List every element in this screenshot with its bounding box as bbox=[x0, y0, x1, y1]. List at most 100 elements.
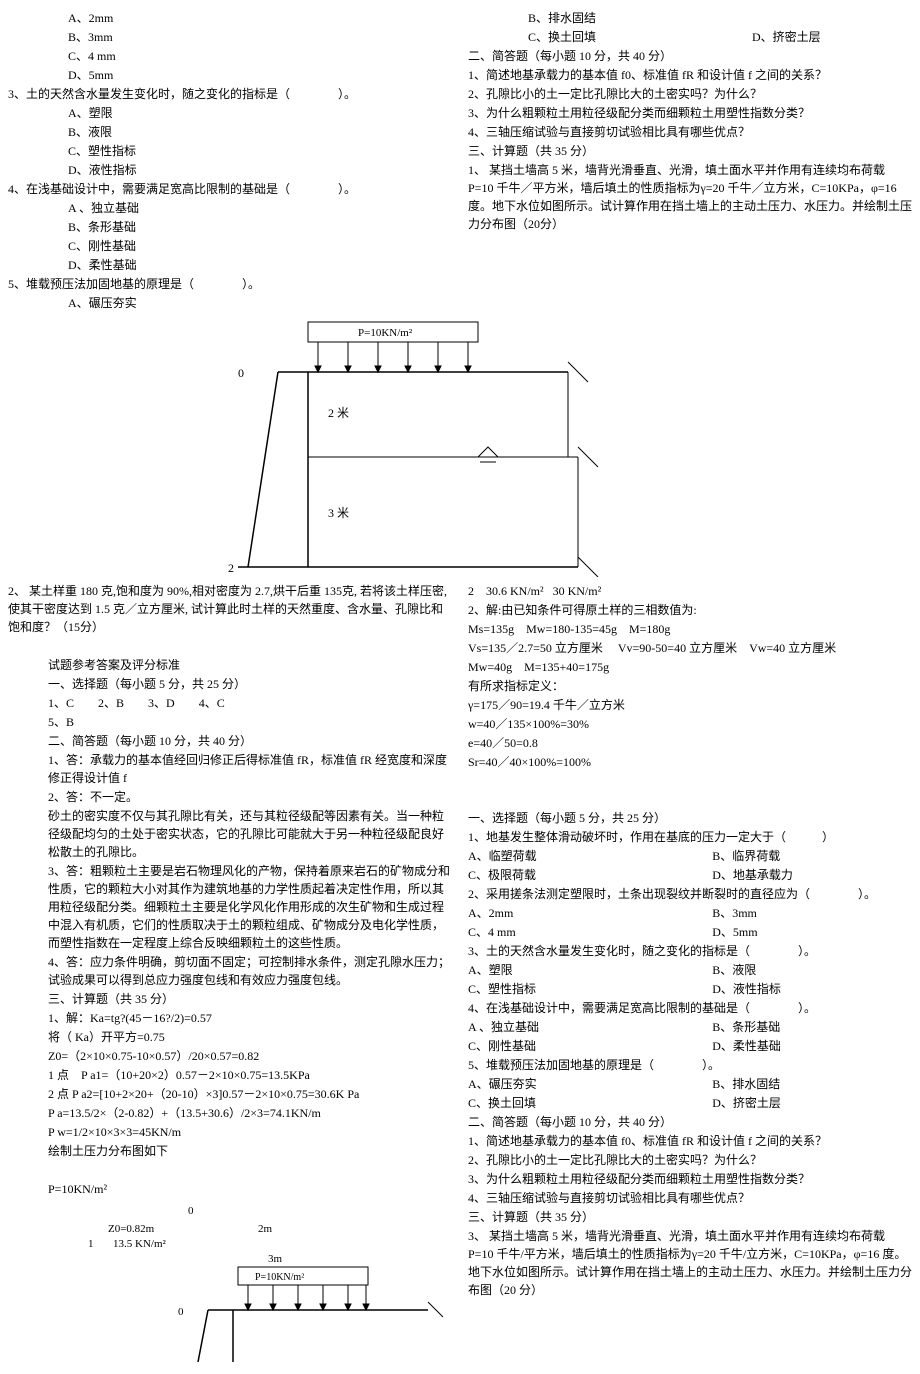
br-o3c: C、塑性指标 bbox=[468, 982, 536, 996]
br-o5-row2: C、换土回填D、挤密土层 bbox=[468, 1094, 912, 1112]
short-q3: 3、为什么粗颗粒土用粒径级配分类而细颗粒土用塑性指数分类？ bbox=[468, 104, 912, 122]
br-o3b: B、液限 bbox=[712, 961, 912, 979]
r-line-2: 2、解:由已知条件可得原土样的三相数值为: bbox=[468, 601, 912, 619]
opt-3b: B、液限 bbox=[8, 123, 452, 141]
br-q3: 3、土的天然含水量发生变化时，随之变化的指标是（ ）。 bbox=[468, 942, 912, 960]
calc-line-4: 1 点 P a1=（10+20×2）0.57－2×10×0.75=13.5KPa bbox=[8, 1066, 452, 1084]
calc-line-2: 将（ Ka）开平方=0.75 bbox=[8, 1028, 452, 1046]
pressure-distribution-diagram: 0 Z0=0.82m 2m 1 13.5 KN/m² 3m P=10KN/m² … bbox=[8, 1202, 448, 1362]
two-m-label: 2m bbox=[258, 1223, 273, 1235]
column-right-mid: 2 30.6 KN/m² 30 KN/m² 2、解:由已知条件可得原土样的三相数… bbox=[468, 581, 912, 1366]
calc-line-7: P w=1/2×10×3×3=45KN/m bbox=[8, 1123, 452, 1141]
column-left-mid: 2、 某土样重 180 克,饱和度为 90%,相对密度为 2.7,烘干后重 13… bbox=[8, 581, 452, 1366]
calc-line-5: 2 点 P a2=[10+2×20+（20-10）×3]0.57－2×10×0.… bbox=[8, 1085, 452, 1103]
ans-4c: 4、C bbox=[199, 694, 225, 712]
ans-a3: 3、答：粗颗粒土主要是岩石物理风化的产物，保持着原来岩石的矿物成分和性质，它的颗… bbox=[8, 862, 452, 952]
br-o2a: A、2mm bbox=[468, 906, 513, 920]
section-3-heading: 三、计算题（共 35 分） bbox=[468, 142, 912, 160]
br-o2d: D、5mm bbox=[712, 923, 912, 941]
br-sec3: 三、计算题（共 35 分） bbox=[468, 1208, 912, 1226]
calc-line-1: 1、解：Ka=tg?(45－16?/2)=0.57 bbox=[8, 1009, 452, 1027]
ans-3d: 3、D bbox=[148, 694, 175, 712]
load-label: P=10KN/m² bbox=[358, 327, 413, 339]
short-q2: 2、孔隙比小的土一定比孔隙比大的土密实吗？为什么？ bbox=[468, 85, 912, 103]
question-3: 3、土的天然含水量发生变化时，随之变化的指标是（ ）。 bbox=[8, 85, 452, 103]
opt-d-5mm: D、5mm bbox=[8, 66, 452, 84]
br-o2c: C、4 mm bbox=[468, 925, 516, 939]
ans-sec1: 一、选择题（每小题 5 分，共 25 分） bbox=[8, 675, 452, 693]
br-q1: 1、地基发生整体滑动破坏时，作用在基底的压力一定大于（ ） bbox=[468, 828, 912, 846]
r-line-9: e=40／50=0.8 bbox=[468, 734, 912, 752]
br-o5-row: A、碾压夯实 B、排水固结 bbox=[468, 1075, 912, 1093]
opt-b-3mm: B、3mm bbox=[8, 28, 452, 46]
br-s1: 1、简述地基承载力的基本值 f0、标准值 fR 和设计值 f 之间的关系？ bbox=[468, 1132, 912, 1150]
opt-a-2mm: A、2mm bbox=[8, 9, 452, 27]
question-4: 4、在浅基础设计中，需要满足宽高比限制的基础是（ ）。 bbox=[8, 180, 452, 198]
opt-4c: C、刚性基础 bbox=[8, 237, 452, 255]
r-line-7: γ=175／90=19.4 千牛／立方米 bbox=[468, 696, 912, 714]
calc-q2: 2、 某土样重 180 克,饱和度为 90%,相对密度为 2.7,烘干后重 13… bbox=[8, 582, 452, 636]
br-o3-row2: C、塑性指标 D、液性指标 bbox=[468, 980, 912, 998]
section-2-heading: 二、简答题（每小题 10 分，共 40 分） bbox=[468, 47, 912, 65]
calc-line-8: 绘制土压力分布图如下 bbox=[8, 1142, 452, 1160]
br-o5a: A、碾压夯实 bbox=[468, 1077, 537, 1091]
short-q4: 4、三轴压缩试验与直接剪切试验相比具有哪些优点？ bbox=[468, 123, 912, 141]
opt-5cd: C、换土回填 D、挤密土层 bbox=[468, 28, 912, 46]
br-o4-row2: C、刚性基础 D、柔性基础 bbox=[468, 1037, 912, 1055]
opt-3d: D、液性指标 bbox=[8, 161, 452, 179]
br-q5: 5、堆载预压法加固地基的原理是（ ）。 bbox=[468, 1056, 912, 1074]
br-o5c: C、换土回填 bbox=[468, 1096, 536, 1110]
zero-label: 0 bbox=[238, 366, 244, 380]
opt-4d: D、柔性基础 bbox=[8, 256, 452, 274]
br-o3-row: A、塑限B、液限 bbox=[468, 961, 912, 979]
br-o1a: A、临塑荷载 bbox=[468, 849, 537, 863]
br-o5b: B、排水固结 bbox=[712, 1075, 912, 1093]
br-sec2: 二、简答题（每小题 10 分，共 40 分） bbox=[468, 1113, 912, 1131]
ans-a1: 1、答：承载力的基本值经回归修正后得标准值 fR，标准值 fR 经宽度和深度修正… bbox=[8, 751, 452, 787]
br-o4c: C、刚性基础 bbox=[468, 1039, 536, 1053]
three-m-label: 3m bbox=[268, 1253, 283, 1265]
r-line-8: w=40／135×100%=30% bbox=[468, 715, 912, 733]
opt-c-4mm: C、4 mm bbox=[8, 47, 452, 65]
one-label: 1 bbox=[88, 1238, 94, 1250]
r-line-1: 2 30.6 KN/m² 30 KN/m² bbox=[468, 582, 912, 600]
retaining-wall-diagram: P=10KN/m² 0 2 米 3 米 2 bbox=[108, 317, 808, 577]
br-o2b: B、3mm bbox=[712, 904, 912, 922]
r-line-6: 有所求指标定义： bbox=[468, 677, 912, 695]
opt-4b: B、条形基础 bbox=[8, 218, 452, 236]
br-o2-row2: C、4 mm D、5mm bbox=[468, 923, 912, 941]
two-label: 2 bbox=[228, 561, 234, 575]
br-o4b: B、条形基础 bbox=[712, 1018, 912, 1036]
question-5: 5、堆载预压法加固地基的原理是（ ）。 bbox=[8, 275, 452, 293]
br-s4: 4、三轴压缩试验与直接剪切试验相比具有哪些优点？ bbox=[468, 1189, 912, 1207]
opt-5b: B、排水固结 bbox=[468, 9, 912, 27]
depth-3m: 3 米 bbox=[328, 506, 349, 520]
br-o1-row2: C、极限荷载 D、地基承载力 bbox=[468, 866, 912, 884]
br-o4d: D、柔性基础 bbox=[712, 1037, 912, 1055]
r-line-4: Vs=135／2.7=50 立方厘米 Vv=90-50=40 立方厘米 Vw=4… bbox=[468, 639, 912, 657]
opt-3a: A、塑限 bbox=[8, 104, 452, 122]
ans-5b: 5、B bbox=[8, 713, 452, 731]
ans-a2b: 砂土的密实度不仅与其孔隙比有关，还与其粒径级配等因素有关。当一种粒径级配均匀的土… bbox=[8, 807, 452, 861]
opt-5a: A、碾压夯实 bbox=[8, 294, 452, 312]
opt-3c: C、塑性指标 bbox=[8, 142, 452, 160]
r-line-10: Sr=40／40×100%=100% bbox=[468, 753, 912, 771]
ans-2b: 2、B bbox=[98, 694, 124, 712]
br-o1c: C、极限荷载 bbox=[468, 868, 536, 882]
ans-sec3: 三、计算题（共 35 分） bbox=[8, 990, 452, 1008]
p135-label: 13.5 KN/m² bbox=[113, 1238, 167, 1250]
br-s3: 3、为什么粗颗粒土用粒径级配分类而细颗粒土用塑性指数分类？ bbox=[468, 1170, 912, 1188]
answer-heading: 试题参考答案及评分标准 bbox=[8, 656, 452, 674]
r-line-5: Mw=40g M=135+40=175g bbox=[468, 658, 912, 676]
depth-2m: 2 米 bbox=[328, 406, 349, 420]
opt-4a: A 、独立基础 bbox=[8, 199, 452, 217]
column-right-top: B、排水固结 C、换土回填 D、挤密土层 二、简答题（每小题 10 分，共 40… bbox=[468, 8, 912, 313]
calc-line-9: P=10KN/m² bbox=[8, 1180, 452, 1198]
br-o1b: B、临界荷载 bbox=[712, 847, 912, 865]
br-sec1: 一、选择题（每小题 5 分，共 25 分） bbox=[468, 809, 912, 827]
calc-q1: 1、 某挡土墙高 5 米，墙背光滑垂直、光滑，填土面水平并作用有连续均布荷载 P… bbox=[468, 161, 912, 233]
br-o3d: D、液性指标 bbox=[712, 980, 912, 998]
br-o1d: D、地基承载力 bbox=[712, 866, 912, 884]
ans-a4: 4、答：应力条件明确，剪切面不固定；可控制排水条件，测定孔隙水压力；试验成果可以… bbox=[8, 953, 452, 989]
ans-a2: 2、答：不一定。 bbox=[8, 788, 452, 806]
